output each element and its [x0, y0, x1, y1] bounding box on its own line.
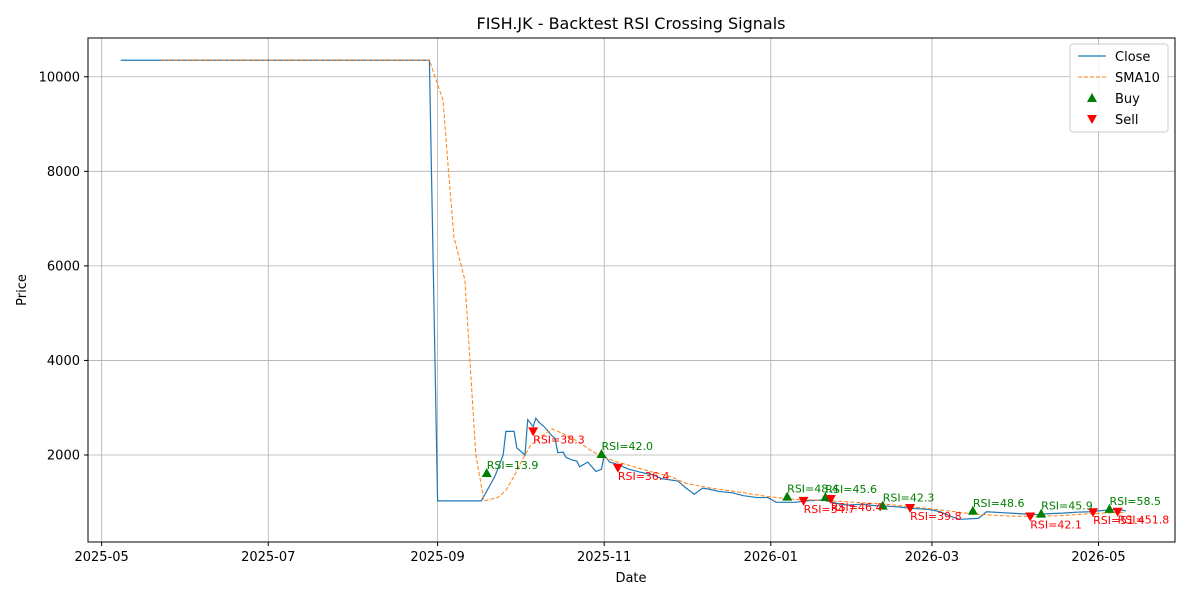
series-line-sma10 [161, 59, 1126, 517]
y-axis-label: Price [15, 274, 30, 306]
x-tick-label: 2026-03 [905, 550, 959, 565]
y-tick-label: 6000 [47, 259, 80, 274]
sell-marker [1112, 507, 1123, 517]
sell-marker [905, 503, 916, 513]
sell-marker [825, 494, 836, 504]
sell-annotation: RSI=51.8 [1118, 514, 1170, 527]
x-axis-ticks: 2025-05 2025-07 2025-09 2025-11 2026-01 2026-… [74, 542, 1126, 565]
x-tick-label: 2025-11 [577, 550, 631, 565]
x-tick-label: 2025-07 [241, 550, 295, 565]
y-axis-ticks: 2000 4000 6000 8000 10000 [39, 70, 88, 464]
buy-annotation: RSI=13.9 [487, 459, 539, 472]
legend-buy-marker [1087, 93, 1097, 102]
y-tick-label: 4000 [47, 354, 80, 369]
buy-annotation: RSI=42.0 [601, 440, 653, 453]
x-tick-label: 2025-09 [410, 550, 464, 565]
sell-marker [1025, 512, 1036, 522]
y-tick-label: 2000 [47, 449, 80, 464]
sell-marker [612, 463, 623, 473]
buy-marker [820, 492, 831, 502]
buy-annotation: RSI=48.6 [973, 497, 1025, 510]
legend-sell-label: Sell [1115, 113, 1138, 128]
signal-annotations: RSI=13.9 RSI=38.3 RSI=42.0 RSI=36.4 RSI=48.4… [487, 433, 1169, 531]
buy-marker [1104, 503, 1115, 513]
sell-annotation: RSI=51.4 [1093, 514, 1145, 527]
buy-marker [782, 491, 793, 501]
x-tick-label: 2025-05 [74, 550, 128, 565]
buy-annotation: RSI=48.4 [787, 483, 839, 496]
grid-lines [88, 38, 1175, 542]
x-tick-label: 2026-05 [1071, 550, 1125, 565]
buy-marker [596, 449, 607, 459]
legend-buy-label: Buy [1115, 92, 1140, 107]
y-tick-label: 10000 [39, 70, 80, 85]
plot-frame [87, 37, 1176, 543]
sell-marker [798, 496, 809, 506]
legend-close-label: Close [1115, 50, 1150, 65]
buy-marker [877, 500, 888, 510]
signal-markers [481, 427, 1123, 522]
sell-annotation: RSI=36.4 [618, 470, 670, 483]
legend-box [1069, 43, 1169, 133]
buy-annotation: RSI=45.6 [825, 483, 877, 496]
series-line-close [120, 59, 1126, 520]
x-axis-label: Date [615, 571, 646, 586]
x-tick-label: 2026-01 [744, 550, 798, 565]
sell-marker [528, 427, 539, 437]
buy-annotation: RSI=45.9 [1041, 500, 1093, 513]
buy-annotation: RSI=58.5 [1109, 495, 1161, 508]
y-tick-label: 8000 [47, 165, 80, 180]
sell-annotation: RSI=39.8 [910, 510, 962, 523]
sell-marker [1088, 508, 1099, 518]
sell-annotation: RSI=46.4 [831, 501, 883, 514]
plot-area [120, 59, 1126, 520]
chart-title: FISH.JK - Backtest RSI Crossing Signals [477, 14, 786, 33]
buy-marker [1036, 508, 1047, 518]
buy-annotation: RSI=42.3 [883, 492, 935, 505]
buy-marker [967, 505, 978, 515]
buy-marker [481, 467, 492, 477]
sell-annotation: RSI=42.1 [1030, 518, 1082, 531]
legend-sma-label: SMA10 [1115, 71, 1160, 86]
legend: Close SMA10 Buy Sell [1069, 43, 1169, 133]
legend-sell-marker [1087, 115, 1097, 124]
sell-annotation: RSI=38.3 [533, 433, 585, 446]
sell-annotation: RSI=34.7 [804, 503, 856, 516]
